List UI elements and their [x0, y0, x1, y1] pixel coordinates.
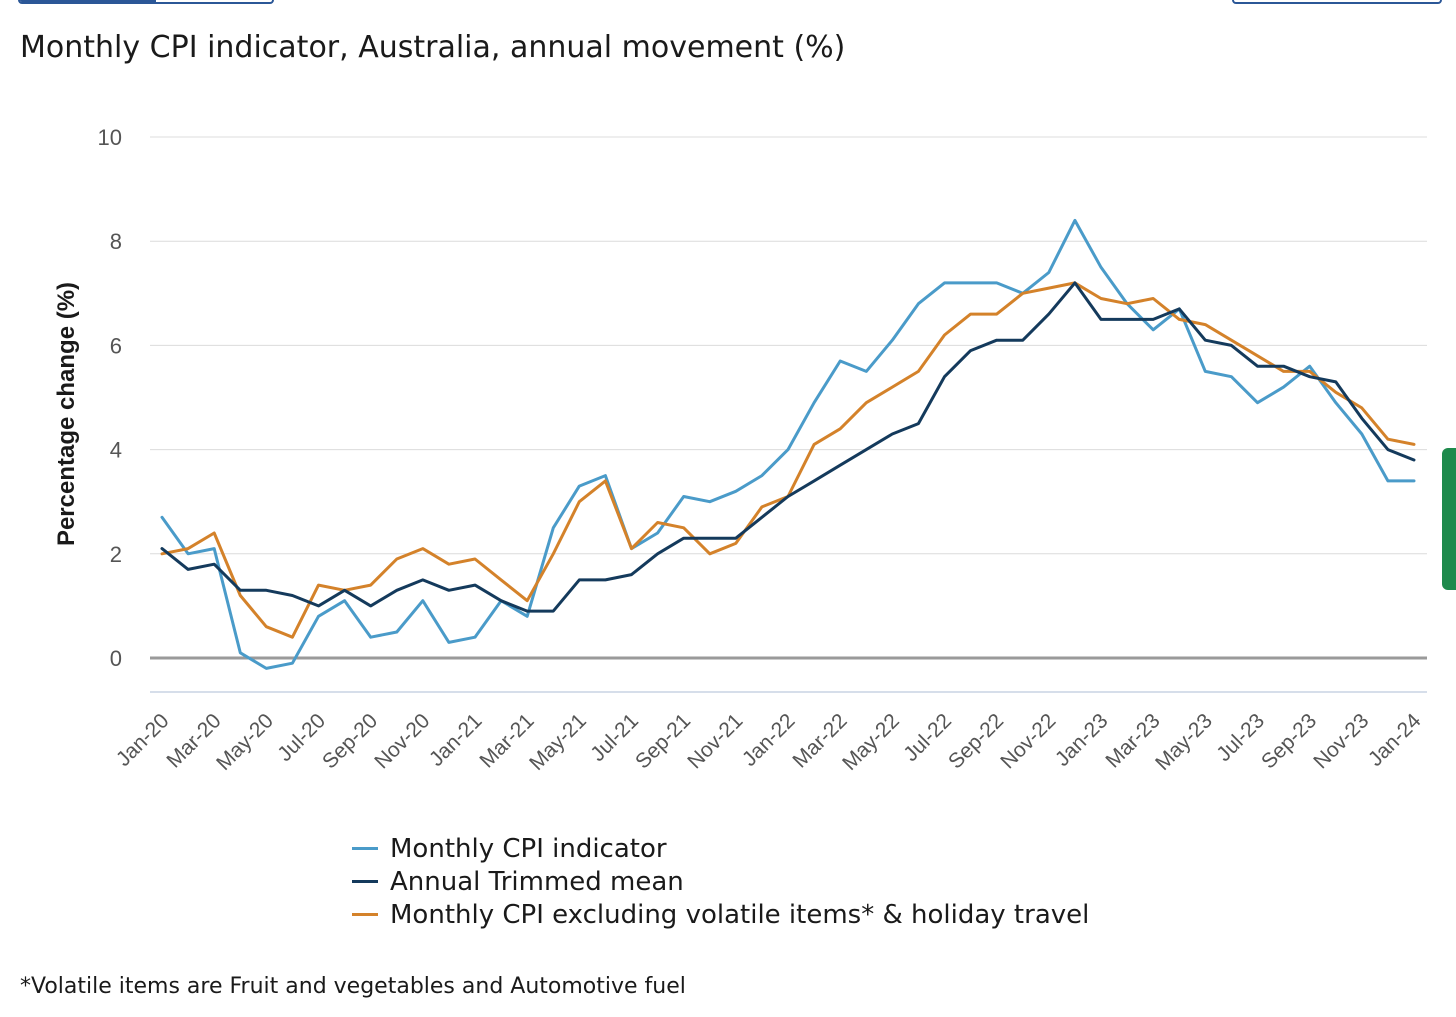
y-tick-label: 6: [110, 333, 122, 358]
legend-swatch-monthly-cpi: [352, 847, 378, 850]
x-tick-label: Sep-20: [318, 709, 382, 773]
x-tick-label: Sep-21: [631, 709, 695, 773]
y-tick-label: 4: [110, 438, 122, 463]
legend-item[interactable]: Annual Trimmed mean: [352, 865, 1089, 898]
y-tick-label: 10: [98, 125, 122, 150]
x-tick-label: Jan-22: [738, 709, 800, 771]
feedback-side-tab[interactable]: [1442, 448, 1456, 590]
series-lines: [160, 218, 1416, 670]
y-axis-label: Percentage change (%): [53, 282, 80, 546]
x-tick-label: Nov-22: [996, 709, 1060, 773]
x-tick-label: May-21: [525, 709, 591, 775]
x-tick-label: Nov-21: [683, 709, 747, 773]
x-tick-label: Nov-23: [1309, 709, 1373, 773]
view-toggle-active-segment[interactable]: [20, 0, 156, 2]
y-tick-label: 0: [110, 646, 122, 671]
x-tick-label: Jan-24: [1364, 709, 1426, 771]
x-tick-label: Sep-23: [1257, 709, 1321, 773]
legend-label: Annual Trimmed mean: [390, 866, 684, 897]
series-line-monthly-cpi[interactable]: [160, 218, 1416, 670]
legend: Monthly CPI indicator Annual Trimmed mea…: [352, 832, 1089, 931]
x-tick-label: May-22: [838, 709, 904, 775]
download-tab[interactable]: [1232, 0, 1442, 4]
y-tick-label: 8: [110, 229, 122, 254]
x-tick-label: Jan-20: [112, 709, 174, 771]
legend-swatch-ex-volatile: [352, 913, 378, 916]
x-tick-label: Sep-22: [944, 709, 1008, 773]
x-tick-label: Jan-23: [1051, 709, 1113, 771]
legend-label: Monthly CPI indicator: [390, 833, 667, 864]
series-line-trimmed-mean[interactable]: [160, 281, 1416, 613]
y-axis-ticks: 0 2 4 6 8 10: [98, 125, 122, 671]
legend-item[interactable]: Monthly CPI excluding volatile items* & …: [352, 898, 1089, 931]
x-axis-ticks: Jan-20Mar-20May-20Jul-20Sep-20Nov-20Jan-…: [112, 709, 1426, 775]
gridlines: [150, 136, 1427, 693]
legend-swatch-trimmed-mean: [352, 880, 378, 883]
x-tick-label: May-20: [212, 709, 278, 775]
footnote: *Volatile items are Fruit and vegetables…: [20, 974, 686, 999]
series-line-ex-volatile[interactable]: [160, 281, 1416, 639]
x-tick-label: Nov-20: [370, 709, 434, 773]
legend-item[interactable]: Monthly CPI indicator: [352, 832, 1089, 865]
x-tick-label: May-23: [1151, 709, 1217, 775]
x-tick-label: Jan-21: [425, 709, 487, 771]
view-toggle-tab[interactable]: [18, 0, 274, 4]
y-tick-label: 2: [110, 542, 122, 567]
legend-label: Monthly CPI excluding volatile items* & …: [390, 899, 1090, 930]
chart-title: Monthly CPI indicator, Australia, annual…: [20, 30, 846, 65]
